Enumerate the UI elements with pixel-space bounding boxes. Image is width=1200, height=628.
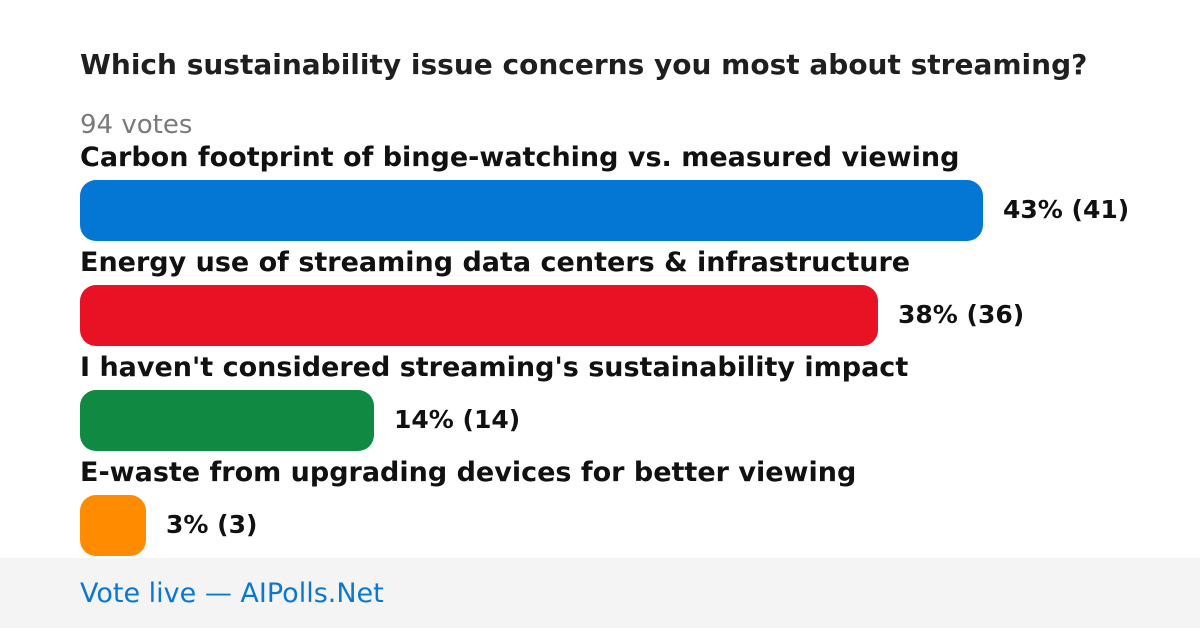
option-label: Energy use of streaming data centers & i… bbox=[80, 247, 911, 278]
poll-options: Carbon footprint of binge-watching vs. m… bbox=[80, 142, 1130, 556]
option-value-label: 3% (3) bbox=[166, 510, 258, 539]
option-bar bbox=[80, 495, 146, 556]
option-value-label: 43% (41) bbox=[1003, 195, 1130, 224]
vote-count: 94 votes bbox=[80, 110, 193, 140]
option-bar bbox=[80, 390, 374, 451]
option-label: E-waste from upgrading devices for bette… bbox=[80, 457, 857, 488]
option-bar bbox=[80, 180, 983, 241]
option-label: I haven't considered streaming's sustain… bbox=[80, 352, 909, 383]
footer: Vote live — AIPolls.Net bbox=[0, 558, 1200, 628]
vote-live-link[interactable]: Vote live — AIPolls.Net bbox=[80, 578, 384, 609]
option-value-label: 14% (14) bbox=[394, 405, 521, 434]
option-value-label: 38% (36) bbox=[898, 300, 1025, 329]
option-bar bbox=[80, 285, 878, 346]
poll-title: Which sustainability issue concerns you … bbox=[80, 48, 1088, 81]
option-label: Carbon footprint of binge-watching vs. m… bbox=[80, 142, 960, 173]
